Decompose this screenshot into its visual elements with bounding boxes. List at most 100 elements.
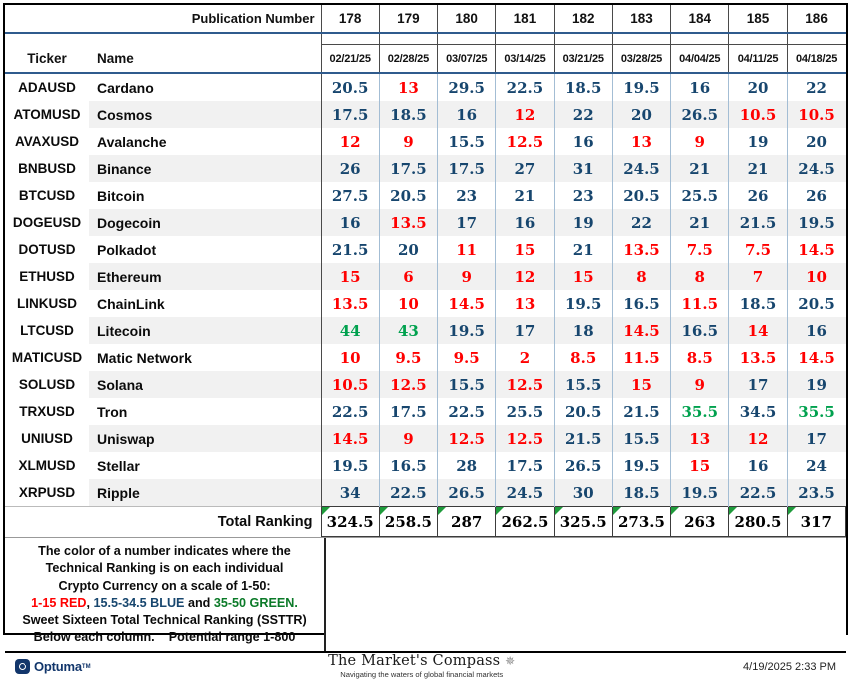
publication-number-label: Publication Number bbox=[5, 5, 322, 34]
value-cell: 19.5 bbox=[786, 209, 846, 236]
spacer-cell bbox=[670, 33, 729, 45]
value-cell: 17.5 bbox=[437, 155, 496, 182]
value-cell: 21 bbox=[728, 155, 788, 182]
value-cell: 9 bbox=[378, 425, 438, 452]
legend-line: The color of a number indicates where th… bbox=[38, 544, 291, 558]
total-section: Total Ranking 324.5 258.5 287 262.5 325.5 273… bbox=[5, 506, 847, 537]
total-cell: 287 bbox=[437, 506, 497, 537]
ticker-cell: ADAUSD bbox=[18, 80, 76, 95]
total-cell: 325.5 bbox=[553, 506, 613, 537]
value-cell: 26 bbox=[786, 182, 846, 209]
table-row: SOLUSD Solana 10.5 12.5 15.5 12.5 15.5 15 9 17 19 bbox=[5, 371, 846, 398]
value-cell: 20 bbox=[378, 236, 438, 263]
value-cell: 15 bbox=[320, 263, 380, 290]
value-cell: 13 bbox=[611, 128, 671, 155]
value-cell: 18 bbox=[553, 317, 613, 344]
value-cell: 18.5 bbox=[611, 479, 671, 507]
ticker-cell: ATOMUSD bbox=[13, 107, 81, 122]
date-cell: 04/04/25 bbox=[670, 44, 729, 74]
value-cell: 22 bbox=[553, 101, 613, 128]
publication-number: 181 bbox=[495, 5, 555, 34]
value-cell: 8 bbox=[670, 263, 729, 290]
ticker-cell: MATICUSD bbox=[11, 350, 83, 365]
publication-number: 184 bbox=[670, 5, 729, 34]
value-cell: 6 bbox=[378, 263, 438, 290]
value-cell: 19.5 bbox=[670, 479, 729, 507]
value-cell: 15 bbox=[553, 263, 613, 290]
value-cell: 17 bbox=[495, 317, 555, 344]
value-cell: 35.5 bbox=[786, 398, 846, 425]
value-cell: 34.5 bbox=[728, 398, 788, 425]
value-cell: 34 bbox=[320, 479, 380, 507]
value-cell: 7.5 bbox=[670, 236, 729, 263]
value-cell: 27.5 bbox=[320, 182, 380, 209]
spacer-row bbox=[5, 33, 846, 45]
name-cell: Binance bbox=[89, 155, 322, 182]
ticker-cell: XLMUSD bbox=[18, 458, 76, 473]
spacer-cell bbox=[553, 33, 613, 45]
value-cell: 24.5 bbox=[495, 479, 555, 507]
value-cell: 18.5 bbox=[378, 101, 438, 128]
legend-line: Crypto Currency on a scale of 1-50: bbox=[58, 578, 271, 593]
ticker-cell: LINKUSD bbox=[17, 296, 77, 311]
value-cell: 14.5 bbox=[320, 425, 380, 452]
value-cell: 22.5 bbox=[495, 73, 555, 101]
table-row: LTCUSD Litecoin 44 43 19.5 17 18 14.5 16.5 14 16 bbox=[5, 317, 846, 344]
legend-green-range: 35-50 GREEN. bbox=[213, 595, 298, 610]
value-cell: 12 bbox=[495, 263, 555, 290]
value-cell: 10.5 bbox=[320, 371, 380, 398]
value-cell: 15.5 bbox=[553, 371, 613, 398]
table-row: XRPUSD Ripple 34 22.5 26.5 24.5 30 18.5 19.5 22.5… bbox=[5, 479, 846, 507]
name-cell: Dogecoin bbox=[89, 209, 322, 236]
publication-number: 180 bbox=[437, 5, 496, 34]
bottom-bar: Optuma TM The Market's Compass ✵ Navigati… bbox=[5, 653, 846, 680]
trademark-symbol: TM bbox=[81, 663, 91, 670]
value-cell: 12.5 bbox=[378, 371, 438, 398]
value-cell: 17 bbox=[786, 425, 846, 452]
value-cell: 20.5 bbox=[786, 290, 846, 317]
value-cell: 21 bbox=[670, 209, 729, 236]
value-cell: 18.5 bbox=[728, 290, 788, 317]
table-row: BTCUSD Bitcoin 27.5 20.5 23 21 23 20.5 25.5 26 26 bbox=[5, 182, 846, 209]
value-cell: 16 bbox=[553, 128, 613, 155]
table-row: DOTUSD Polkadot 21.5 20 11 15 21 13.5 7.5 7.5 14.5 bbox=[5, 236, 846, 263]
markets-compass-logo: The Market's Compass ✵ Navigating the wa… bbox=[328, 654, 515, 678]
value-cell: 13.5 bbox=[728, 344, 788, 371]
total-ranking-row: Total Ranking 324.5 258.5 287 262.5 325.5 273… bbox=[5, 506, 847, 537]
value-cell: 9 bbox=[670, 371, 729, 398]
value-cell: 21.5 bbox=[611, 398, 671, 425]
name-cell: Polkadot bbox=[97, 241, 157, 258]
value-cell: 13.5 bbox=[378, 209, 438, 236]
spacer-cell bbox=[495, 33, 555, 45]
table-row: LINKUSD ChainLink 13.5 10 14.5 13 19.5 16.5 11.5… bbox=[5, 290, 846, 317]
value-cell: 24.5 bbox=[786, 155, 846, 182]
name-cell: Tron bbox=[97, 403, 128, 420]
total-cell: 280.5 bbox=[728, 506, 788, 537]
value-cell: 11.5 bbox=[611, 344, 671, 371]
publication-number-row: Publication Number 178 179 180 181 182 183 184… bbox=[5, 5, 846, 34]
total-cell: 317 bbox=[786, 506, 847, 537]
value-cell: 12 bbox=[728, 425, 788, 452]
value-cell: 10 bbox=[320, 344, 380, 371]
value-cell: 26 bbox=[320, 155, 380, 182]
total-cell: 262.5 bbox=[495, 506, 555, 537]
optuma-wordmark: Optuma bbox=[34, 659, 82, 674]
value-cell: 22.5 bbox=[378, 479, 438, 507]
value-cell: 21 bbox=[670, 155, 729, 182]
name-cell: Cosmos bbox=[89, 101, 322, 128]
table-row: UNIUSD Uniswap 14.5 9 12.5 12.5 21.5 15.5 13 12 17 bbox=[5, 425, 846, 452]
value-cell: 15 bbox=[670, 452, 729, 479]
date-cell: 03/07/25 bbox=[437, 44, 496, 74]
table-row: ATOMUSD Cosmos 17.5 18.5 16 12 22 20 26.5 10.5 10.… bbox=[5, 101, 846, 128]
value-cell: 21 bbox=[495, 182, 555, 209]
name-cell: Stellar bbox=[97, 457, 140, 474]
value-cell: 20 bbox=[786, 128, 846, 155]
publication-number: 183 bbox=[611, 5, 671, 34]
legend-line: Sweet Sixteen Total Technical Ranking (S… bbox=[22, 613, 307, 628]
value-cell: 2 bbox=[495, 344, 555, 371]
value-cell: 17.5 bbox=[495, 452, 555, 479]
value-cell: 26.5 bbox=[553, 452, 613, 479]
publication-number: 186 bbox=[786, 5, 846, 34]
name-cell: Cardano bbox=[97, 79, 154, 96]
value-cell: 20.5 bbox=[378, 182, 438, 209]
